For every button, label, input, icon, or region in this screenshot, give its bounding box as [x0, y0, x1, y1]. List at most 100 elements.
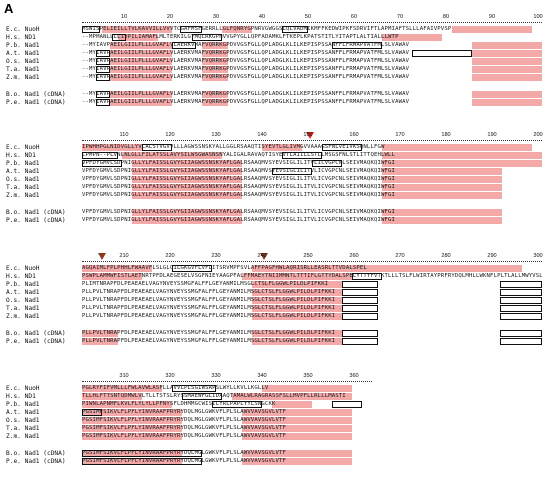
ruler-tick: 200 — [533, 132, 543, 138]
ruler-tick: 140 — [257, 132, 267, 138]
ruler-tick: 150 — [303, 132, 313, 138]
sequence-row: PIWNLAPNMFLKVLFLYLYLLPFNYSFLDHMMGCWISILY… — [82, 401, 372, 408]
ruler-tick: 230 — [211, 253, 221, 259]
sequence-row: AGQAIMLFPLPHHLFWAAVFLSLGLGILGKGVFLVFLITS… — [82, 265, 542, 272]
sequence-text: VPFDYGMVLSDPNIGLLYLFAISSLGVYGIIAGWSSNSKY… — [82, 209, 396, 215]
sequence-row: PLLPVLTNRAPFDLPEAEAELVAGYNVEYSSMGFALFFLG… — [82, 289, 542, 296]
ruler-tick: 130 — [211, 132, 221, 138]
sequence-text: IPWHHPGLNIDVGLLYVLALSTVGVVLLLAGWSSNSKYAL… — [82, 144, 385, 150]
sequence-row: TLLHLFTTSNTQDMWLVLTLLTSTSLRYSSMAEWFGLIDA… — [82, 393, 372, 400]
ruler-tick: 50 — [304, 14, 312, 20]
seq-name-zm: Z.m. Nad1 — [6, 433, 40, 440]
ruler-tick: 180 — [441, 132, 451, 138]
ruler-tick: 20 — [166, 14, 174, 20]
seq-name-pb: P.b. Nad1 — [6, 160, 40, 167]
seq-name-bo: B.o. Nad1 (cDNA) — [6, 91, 66, 98]
seq-name-os: O.s. Nad1 — [6, 176, 40, 183]
sequence-text: PSWPLAMMWFISTLAETNRTPFDLAEGESELVSGFNIEYA… — [82, 273, 542, 279]
sequence-text: VPFDYGMVLSDPNIGLLYLFAISSLGVYGIIAGWSSNSKY… — [82, 184, 396, 190]
sequence-text: PIWNLAPNMFLKVLFLYLYLLPFNYSFLDHMMGCWISILY… — [82, 401, 276, 407]
ruler-tick: 100 — [533, 14, 543, 20]
sequence-row: VPFDYGMVLSDPNIGLLYLFAISSLGVYGIIAGWSSNSKY… — [82, 176, 542, 183]
position-ruler: 310 320 330 340 350 360 — [82, 373, 372, 385]
ruler-tick: 250 — [303, 253, 313, 259]
sequence-text: PLIMTNRAPFDLPEAEAELVAGYNVEYSSMGFALFFLGEY… — [82, 281, 329, 287]
ruler-dots — [82, 261, 542, 263]
seq-name-ta: T.a. Nad1 — [6, 425, 40, 432]
sequence-row: PGSIMFSIKVLFLPFLYINVRAAFPRYRYDQLMGLGWKVF… — [82, 458, 372, 465]
ruler-dots — [82, 140, 542, 142]
seq-name-ta: T.a. Nad1 — [6, 66, 40, 73]
sequence-row: PGSIMFSIKVLFLPFLYINVRAAFPRYRYDQLMGLGWKVF… — [82, 450, 372, 457]
seq-name-bo: B.o. Nad1 (cDNA) — [6, 209, 66, 216]
seq-name-at: A.t. Nad1 — [6, 409, 40, 416]
position-ruler: 10 20 30 40 50 60 70 80 90 100 — [82, 14, 543, 26]
sequence-text: PGLRYFIFVMLLLFWLAVWLASFLLAVVLPLSGIWSAPSL… — [82, 385, 269, 391]
ruler-tick: 10 — [120, 14, 128, 20]
sequence-text: VPFDYGMVLSDPNIGLLYLFAISSLGVYGIIAGWSSNSKY… — [82, 168, 396, 174]
seq-name-ta: T.a. Nad1 — [6, 305, 40, 312]
seq-name-hs: H.s. ND1 — [6, 273, 36, 280]
alignment-block-2: 110 120 130 140 150 160 170 180 190 200 … — [0, 132, 550, 234]
ruler-tick: 90 — [488, 14, 496, 20]
ruler-tick: 110 — [119, 132, 129, 138]
sequence-text: --MYIAVPAEILGIILPLLLGVAFLVLAERKVMAFVQRRK… — [82, 58, 410, 64]
sequence-text: PGSIMFSIKVLFLPFLYINVRAAFPRYRYDQLMGLGWKVF… — [82, 409, 287, 415]
sequence-text: PLLPVLTNRAPFDLPEAEAELVAGYNVEYSSMGFALFFLG… — [82, 330, 336, 336]
ruler-tick: 260 — [349, 253, 359, 259]
conserved-site-marker — [260, 253, 268, 260]
sequence-row: PGSIMFSIKVLFLPFLYINVRAAFPRYRYDQLMGLGWKVF… — [82, 409, 372, 416]
sequence-text: PLLPVLTNRAPFDLPEAEAELVAGYNVEYSSMGFALFFLG… — [82, 289, 336, 295]
ruler-tick: 340 — [257, 373, 267, 379]
seq-name-at: A.t. Nad1 — [6, 168, 40, 175]
sequence-text: --MYIAVPAEILGIILPLLLGVAFLVLAERKVMAFVQRRK… — [82, 66, 410, 72]
sequence-row: PLLPVLTNRAPFDLPEAEAELVAGYNVEYSSMGFALFFLG… — [82, 338, 542, 345]
sequence-text: LPMPN--PLVNLNLGLLFILATSSLAVYSILWSGWASNSN… — [82, 152, 396, 158]
sequence-text: --MYIAVPAEILGIILPLLLGVAFLVLAERKVMAFVQRRK… — [82, 91, 410, 97]
sequence-row: --MPMANLLLLIVPILIAMAFLMLTERKILGYMQLRKGPN… — [82, 34, 542, 41]
ruler-tick: 120 — [165, 132, 175, 138]
seq-name-os: O.s. Nad1 — [6, 417, 40, 424]
ruler-tick: 40 — [258, 14, 266, 20]
sequence-row: VPFDYGMVLSDPNIGLLYLFAISSLGVYGIIAGWSSNSKY… — [82, 217, 542, 224]
ruler-tick: 350 — [303, 373, 313, 379]
ruler-tick: 310 — [119, 373, 129, 379]
ruler-tick: 30 — [212, 14, 220, 20]
sequence-row: PGLRYFIFVMLLLFWLAVWLASFLLAVVLPLSGIWSAPSL… — [82, 385, 372, 392]
ruler-tick: 290 — [487, 253, 497, 259]
ruler-tick: 210 — [119, 253, 129, 259]
sequence-row: LPMPN--PLVNLNLGLLFILATSSLAVYSILWSGWASNSN… — [82, 152, 542, 159]
sequence-row: VPFDYGMVLSDPNIGLLYLFAISSLGVYGIIAGWSSNSKY… — [82, 209, 542, 216]
sequence-text: PLLPVLTNRAPFDLPEAEAELVAGYNVEYSSMGFALFFLG… — [82, 338, 336, 344]
sequence-row: --MYIAVPAEILGIILPLLLGVAFLVLAERKVMAFVQRRK… — [82, 42, 542, 49]
ruler-tick: 330 — [211, 373, 221, 379]
sequence-row: PGSIMFSIKVLFLPFLYINVRAAFPRYRYDQLMGLGWKVF… — [82, 417, 372, 424]
sequence-row: PLIMTNRAPFDLPEAEAELVAGYNVEYSSMGFALFFLGEY… — [82, 281, 542, 288]
sequence-row: --MYIAVPAEILGIILPLLLGVAFLVLAERKVMAFVQRRK… — [82, 91, 542, 98]
sequence-text: --MPMANLLLLIVPILIAMAFLMLTERKILGYMQLRKGPN… — [82, 34, 399, 40]
ruler-tick: 300 — [533, 253, 543, 259]
sequence-text: PGSIMFSIKVLFLPFLYINVRAAFPRYRYDQLMGLGWKVF… — [82, 433, 287, 439]
sequence-row: VPFDYGMVLSDPNIGLLYLFAISSLGVYGIIAGWSSNSKY… — [82, 168, 542, 175]
ruler-tick: 160 — [349, 132, 359, 138]
seq-name-pb: P.b. Nad1 — [6, 42, 40, 49]
seq-name-at: A.t. Nad1 — [6, 50, 40, 57]
sequence-text: VPFDYGMVLSDPNIGLLYLFAISSLGVYGIIAGWSSNSKY… — [82, 176, 396, 182]
ruler-tick: 280 — [441, 253, 451, 259]
sequence-row: --MYIAVPAEILGIILPLLLGVAFLVLAERKVMAFVQRRK… — [82, 58, 542, 65]
sequence-text: AGQAIMLFPLPHHLFWAAVFLSLGLGILGKGVFLVFLITS… — [82, 265, 367, 271]
sequence-text: PGSIMFSIKVLFLPFLYINVRAAFPRYRYDQLMGLGWKVF… — [82, 450, 287, 456]
seq-name-hs: H.s. ND1 — [6, 34, 36, 41]
alignment-block-1: 10 20 30 40 50 60 70 80 90 100 E.c. NuoH… — [0, 14, 550, 116]
sequence-row: PLLPVLTNRAPFDLPEAEAELVAGYNVEYSSMGFALFFLG… — [82, 305, 542, 312]
sequence-row: PGSIMFSIKVLFLPFLYINVRAAFPRYRYDQLMGLGWKVF… — [82, 433, 372, 440]
sequence-text: PGSIMFSIKVLFLPFLYINVRAAFPRYRYDQLMGLGWKVF… — [82, 425, 287, 431]
sequence-text: --MYIAVPAEILGIILPLLLGVAFLVLAERKVMAFVQRRK… — [82, 50, 410, 56]
sequence-row: PGSIMFSIKVLFLPFLYINVRAAFPRYRYDQLMGLGWKVF… — [82, 425, 372, 432]
sequence-text: PGSIMFSIKVLFLPFLYINVRAAFPRYRYDQLMGLGWKVF… — [82, 458, 287, 464]
sequence-text: PLLPVLTNRAPFDLPEAEAELVAGYNVEYSSMGFALFFLG… — [82, 313, 336, 319]
sequence-text: PGSIMFSIKVLFLPFLYINVRAAFPRYRYDQLMGLGWKVF… — [82, 417, 287, 423]
conserved-site-marker — [98, 253, 106, 260]
seq-name-bo: B.o. Nad1 (cDNA) — [6, 330, 66, 337]
seq-name-pe: P.e. Nad1 (cDNA) — [6, 217, 66, 224]
